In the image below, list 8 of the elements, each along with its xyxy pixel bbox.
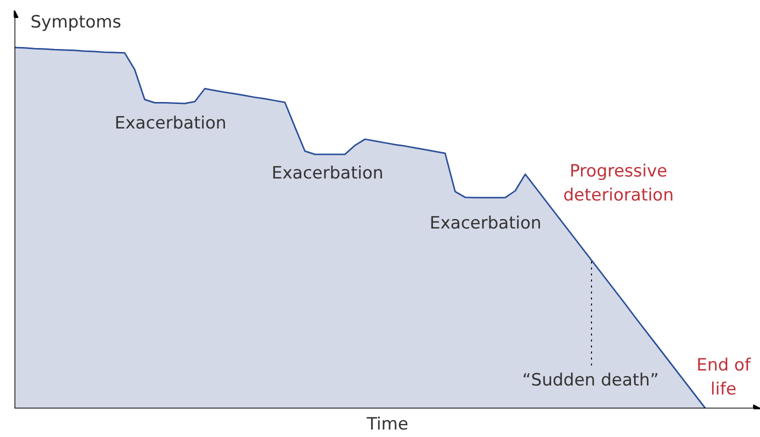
x-axis-title: Time	[366, 414, 408, 434]
annotation: End of life	[696, 356, 752, 400]
annotation: Exacerbation	[272, 164, 384, 184]
annotation: Progressive deterioration	[563, 162, 674, 206]
annotation: “Sudden death”	[522, 370, 659, 390]
annotation: Exacerbation	[430, 214, 542, 234]
y-axis-title: Symptoms	[30, 12, 122, 32]
annotation: Exacerbation	[114, 114, 226, 134]
